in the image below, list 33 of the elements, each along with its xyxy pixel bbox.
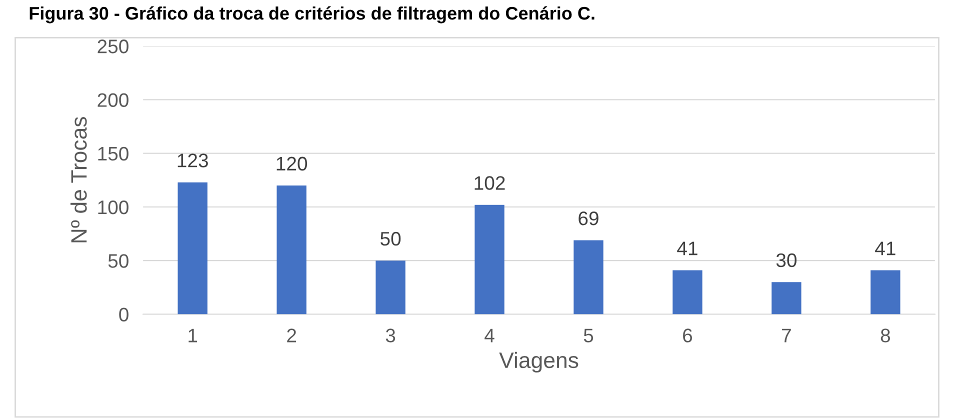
bar [672,270,702,314]
x-tick-label: 5 [584,328,594,342]
y-tick-label: 150 [98,146,128,161]
y-tick-label: 100 [98,200,128,214]
bar [474,204,504,314]
data-label: 30 [776,253,797,268]
bar [870,270,900,314]
data-label: 41 [677,242,698,256]
x-tick-label: 1 [188,328,198,342]
data-label: 102 [474,176,505,190]
y-tick-label: 250 [98,40,128,54]
y-tick-label: 0 [119,308,128,322]
bar [376,260,406,314]
bar [276,186,306,314]
y-axis-title: Nº de Trocas [70,117,87,242]
x-tick-label: 7 [782,328,791,342]
x-tick-label: 4 [484,328,494,342]
x-axis-title: Viagens [499,352,578,373]
data-label: 41 [875,242,896,256]
data-label: 50 [380,232,401,246]
chart-title: Figura 30 - Gráfico da troca de critérios de filtragem do Cenário C. [30,6,594,24]
x-tick-label: 2 [287,328,296,342]
data-label: 69 [578,212,598,226]
y-tick-label: 200 [98,93,128,107]
x-tick-label: 6 [683,328,692,342]
bar [178,182,208,314]
x-tick-label: 3 [386,328,396,342]
y-tick-label: 50 [108,254,128,268]
data-label: 120 [276,156,308,171]
x-tick-label: 8 [880,328,890,342]
bar [772,282,802,314]
bar [574,240,604,314]
data-label: 123 [178,154,208,168]
